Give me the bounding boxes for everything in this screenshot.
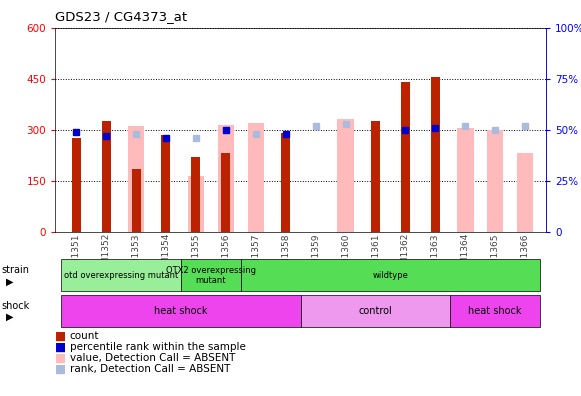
Bar — [221, 154, 230, 232]
Bar — [191, 157, 200, 232]
Text: ▶: ▶ — [6, 312, 13, 322]
Text: shock: shock — [2, 301, 30, 311]
Bar — [131, 169, 141, 232]
Bar — [218, 125, 234, 232]
Bar — [338, 120, 354, 232]
Text: heat shock: heat shock — [154, 306, 207, 316]
Text: ■: ■ — [55, 363, 66, 375]
Bar — [431, 77, 440, 232]
Text: OTX2 overexpressing
mutant: OTX2 overexpressing mutant — [166, 266, 256, 285]
Text: heat shock: heat shock — [468, 306, 522, 316]
Bar — [102, 121, 110, 232]
Bar — [517, 154, 533, 232]
Bar — [371, 121, 380, 232]
Text: value, Detection Call = ABSENT: value, Detection Call = ABSENT — [70, 353, 235, 363]
Bar — [128, 126, 144, 232]
Text: percentile rank within the sample: percentile rank within the sample — [70, 342, 246, 352]
Text: ■: ■ — [55, 329, 66, 342]
Bar — [188, 175, 204, 232]
Bar — [162, 135, 170, 232]
Text: strain: strain — [2, 265, 30, 276]
Text: wildtype: wildtype — [372, 271, 408, 280]
Text: ■: ■ — [55, 352, 66, 364]
Bar — [71, 138, 81, 232]
Bar — [281, 133, 290, 232]
Text: count: count — [70, 331, 99, 341]
Text: rank, Detection Call = ABSENT: rank, Detection Call = ABSENT — [70, 364, 230, 374]
Bar — [487, 129, 504, 232]
Text: ■: ■ — [55, 341, 66, 353]
Bar — [248, 123, 264, 232]
Bar — [401, 82, 410, 232]
Text: ▶: ▶ — [6, 276, 13, 287]
Bar — [457, 128, 474, 232]
Text: otd overexpressing mutant: otd overexpressing mutant — [64, 271, 178, 280]
Text: GDS23 / CG4373_at: GDS23 / CG4373_at — [55, 10, 187, 23]
Text: control: control — [358, 306, 392, 316]
